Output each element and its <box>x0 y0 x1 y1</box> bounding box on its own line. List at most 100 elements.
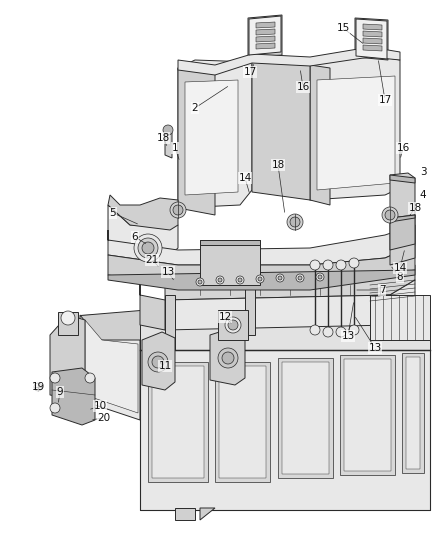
Polygon shape <box>178 47 400 75</box>
Circle shape <box>256 275 264 283</box>
Text: 10: 10 <box>93 401 106 411</box>
Polygon shape <box>218 310 248 340</box>
Polygon shape <box>310 65 330 205</box>
Circle shape <box>228 320 238 330</box>
Text: 17: 17 <box>378 95 392 105</box>
Circle shape <box>323 260 333 270</box>
Polygon shape <box>142 332 175 390</box>
Circle shape <box>50 403 60 413</box>
Circle shape <box>349 325 359 335</box>
Polygon shape <box>344 359 391 471</box>
Polygon shape <box>185 80 238 195</box>
Polygon shape <box>200 508 215 520</box>
Text: 19: 19 <box>32 382 45 392</box>
Polygon shape <box>390 173 415 265</box>
Circle shape <box>318 275 322 279</box>
Circle shape <box>138 238 158 258</box>
Circle shape <box>218 278 222 282</box>
Text: 13: 13 <box>341 331 355 341</box>
Polygon shape <box>80 310 140 350</box>
Circle shape <box>278 276 282 280</box>
Text: 16: 16 <box>396 143 410 153</box>
Text: 18: 18 <box>156 133 170 143</box>
Circle shape <box>85 373 95 383</box>
Polygon shape <box>317 76 395 190</box>
Polygon shape <box>370 295 430 340</box>
Polygon shape <box>278 358 333 478</box>
Polygon shape <box>200 240 260 285</box>
Polygon shape <box>80 310 430 350</box>
Circle shape <box>222 352 234 364</box>
Circle shape <box>310 260 320 270</box>
Text: 7: 7 <box>379 285 385 295</box>
Circle shape <box>236 276 244 284</box>
Text: 18: 18 <box>272 160 285 170</box>
Polygon shape <box>165 265 415 300</box>
Polygon shape <box>108 205 178 255</box>
Polygon shape <box>108 195 178 230</box>
Circle shape <box>310 325 320 335</box>
Text: 17: 17 <box>244 67 257 77</box>
Circle shape <box>385 210 395 220</box>
Circle shape <box>382 207 398 223</box>
Text: 16: 16 <box>297 82 310 92</box>
Circle shape <box>163 125 173 135</box>
Circle shape <box>238 278 242 282</box>
Polygon shape <box>355 18 388 60</box>
Text: 11: 11 <box>159 361 172 371</box>
Polygon shape <box>80 315 140 420</box>
Text: 3: 3 <box>420 167 426 177</box>
Circle shape <box>148 352 168 372</box>
Circle shape <box>336 327 346 337</box>
Polygon shape <box>178 68 215 215</box>
Polygon shape <box>363 38 382 44</box>
Polygon shape <box>108 245 415 285</box>
Circle shape <box>287 214 303 230</box>
Polygon shape <box>340 355 395 475</box>
Polygon shape <box>175 508 195 520</box>
Polygon shape <box>310 55 400 200</box>
Text: 21: 21 <box>145 255 159 265</box>
Circle shape <box>258 277 262 281</box>
Text: 20: 20 <box>97 413 110 423</box>
Circle shape <box>316 273 324 281</box>
Polygon shape <box>356 19 387 59</box>
Polygon shape <box>200 240 260 245</box>
Polygon shape <box>248 15 282 58</box>
Polygon shape <box>256 29 275 35</box>
Polygon shape <box>406 357 420 469</box>
Polygon shape <box>165 130 172 158</box>
Polygon shape <box>363 45 382 51</box>
Polygon shape <box>215 362 270 482</box>
Text: 13: 13 <box>161 267 175 277</box>
Polygon shape <box>219 366 266 478</box>
Circle shape <box>216 276 224 284</box>
Polygon shape <box>140 285 165 330</box>
Polygon shape <box>390 175 415 183</box>
Text: 1: 1 <box>172 143 178 153</box>
Text: 5: 5 <box>110 208 117 218</box>
Polygon shape <box>256 43 275 49</box>
Polygon shape <box>165 280 415 330</box>
Polygon shape <box>85 320 138 413</box>
Polygon shape <box>282 362 329 474</box>
Circle shape <box>323 327 333 337</box>
Text: 15: 15 <box>336 23 350 33</box>
Polygon shape <box>152 366 204 478</box>
Polygon shape <box>140 350 430 510</box>
Circle shape <box>34 383 42 391</box>
Polygon shape <box>249 16 281 55</box>
Circle shape <box>173 205 183 215</box>
Text: 14: 14 <box>393 263 406 273</box>
Polygon shape <box>363 24 382 30</box>
Polygon shape <box>210 328 245 385</box>
Text: 12: 12 <box>219 312 232 322</box>
Polygon shape <box>52 368 95 425</box>
Polygon shape <box>58 312 78 335</box>
Text: 14: 14 <box>238 173 251 183</box>
Polygon shape <box>148 362 208 482</box>
Circle shape <box>349 258 359 268</box>
Polygon shape <box>108 270 415 290</box>
Circle shape <box>336 260 346 270</box>
Circle shape <box>290 217 300 227</box>
